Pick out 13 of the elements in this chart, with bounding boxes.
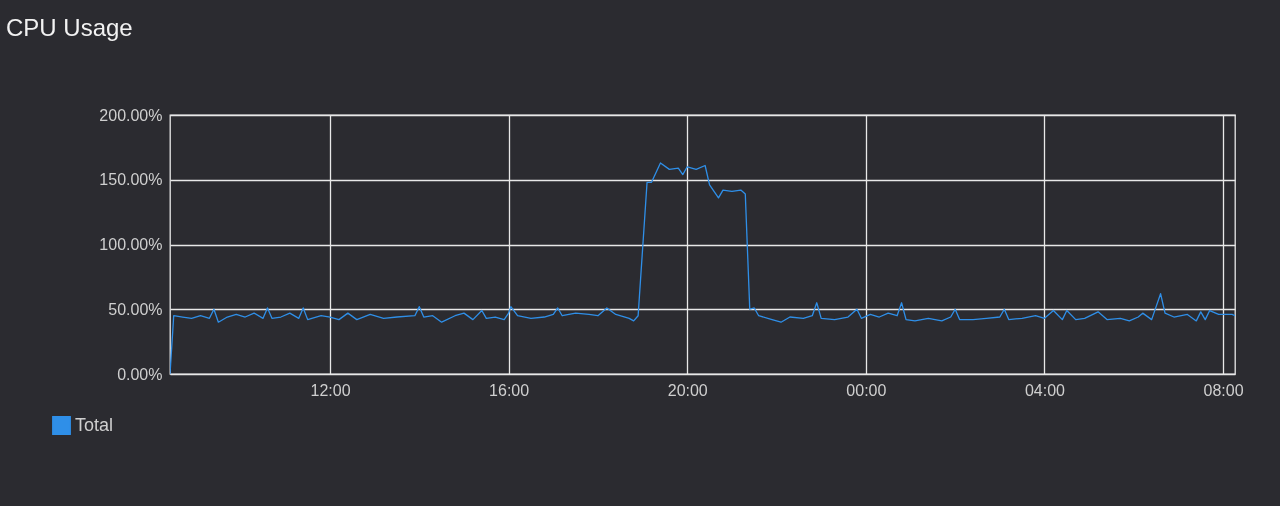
legend-label: Total [75,414,114,435]
x-tick-label: 12:00 [310,381,351,399]
chart-title: CPU Usage [6,14,133,41]
x-tick-label: 00:00 [846,381,887,399]
x-tick-label: 04:00 [1024,381,1066,399]
y-tick-label: 0.00% [117,365,163,383]
y-tick-label: 200.00% [99,106,163,124]
x-tick-label: 08:00 [1203,381,1244,399]
y-tick-label: 150.00% [99,171,163,189]
y-tick-label: 50.00% [108,300,163,318]
y-tick-label: 100.00% [99,236,163,253]
x-tick-label: 16:00 [489,381,530,399]
x-tick-label: 20:00 [667,381,708,399]
